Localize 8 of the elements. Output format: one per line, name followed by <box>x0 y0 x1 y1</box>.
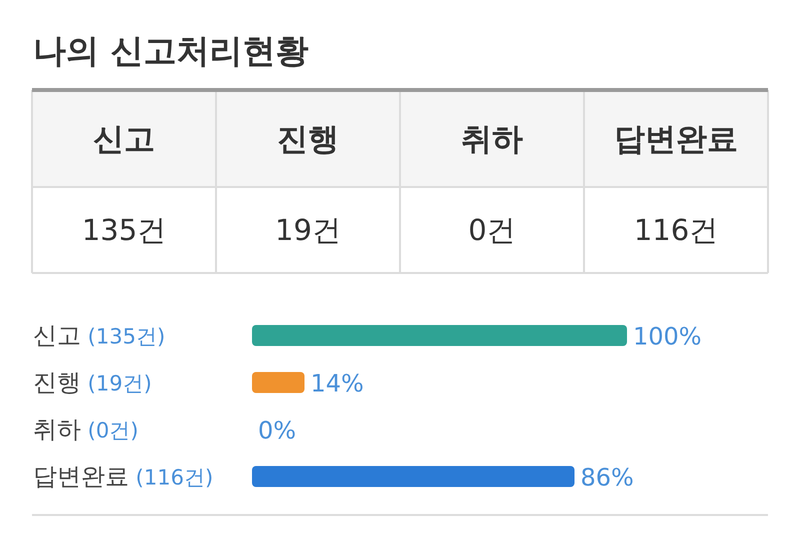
data-label: 14% <box>310 370 364 398</box>
data-label: 100% <box>633 322 702 350</box>
y-tick-label: 답변완료 (116건) <box>33 462 214 490</box>
data-label: 86% <box>580 464 634 492</box>
y-tick-label: 진행 (19건) <box>33 368 152 396</box>
y-tick-label: 취하 (0건) <box>33 416 138 444</box>
y-tick-label: 신고 (135건) <box>33 322 166 350</box>
data-label: 0% <box>258 416 296 444</box>
